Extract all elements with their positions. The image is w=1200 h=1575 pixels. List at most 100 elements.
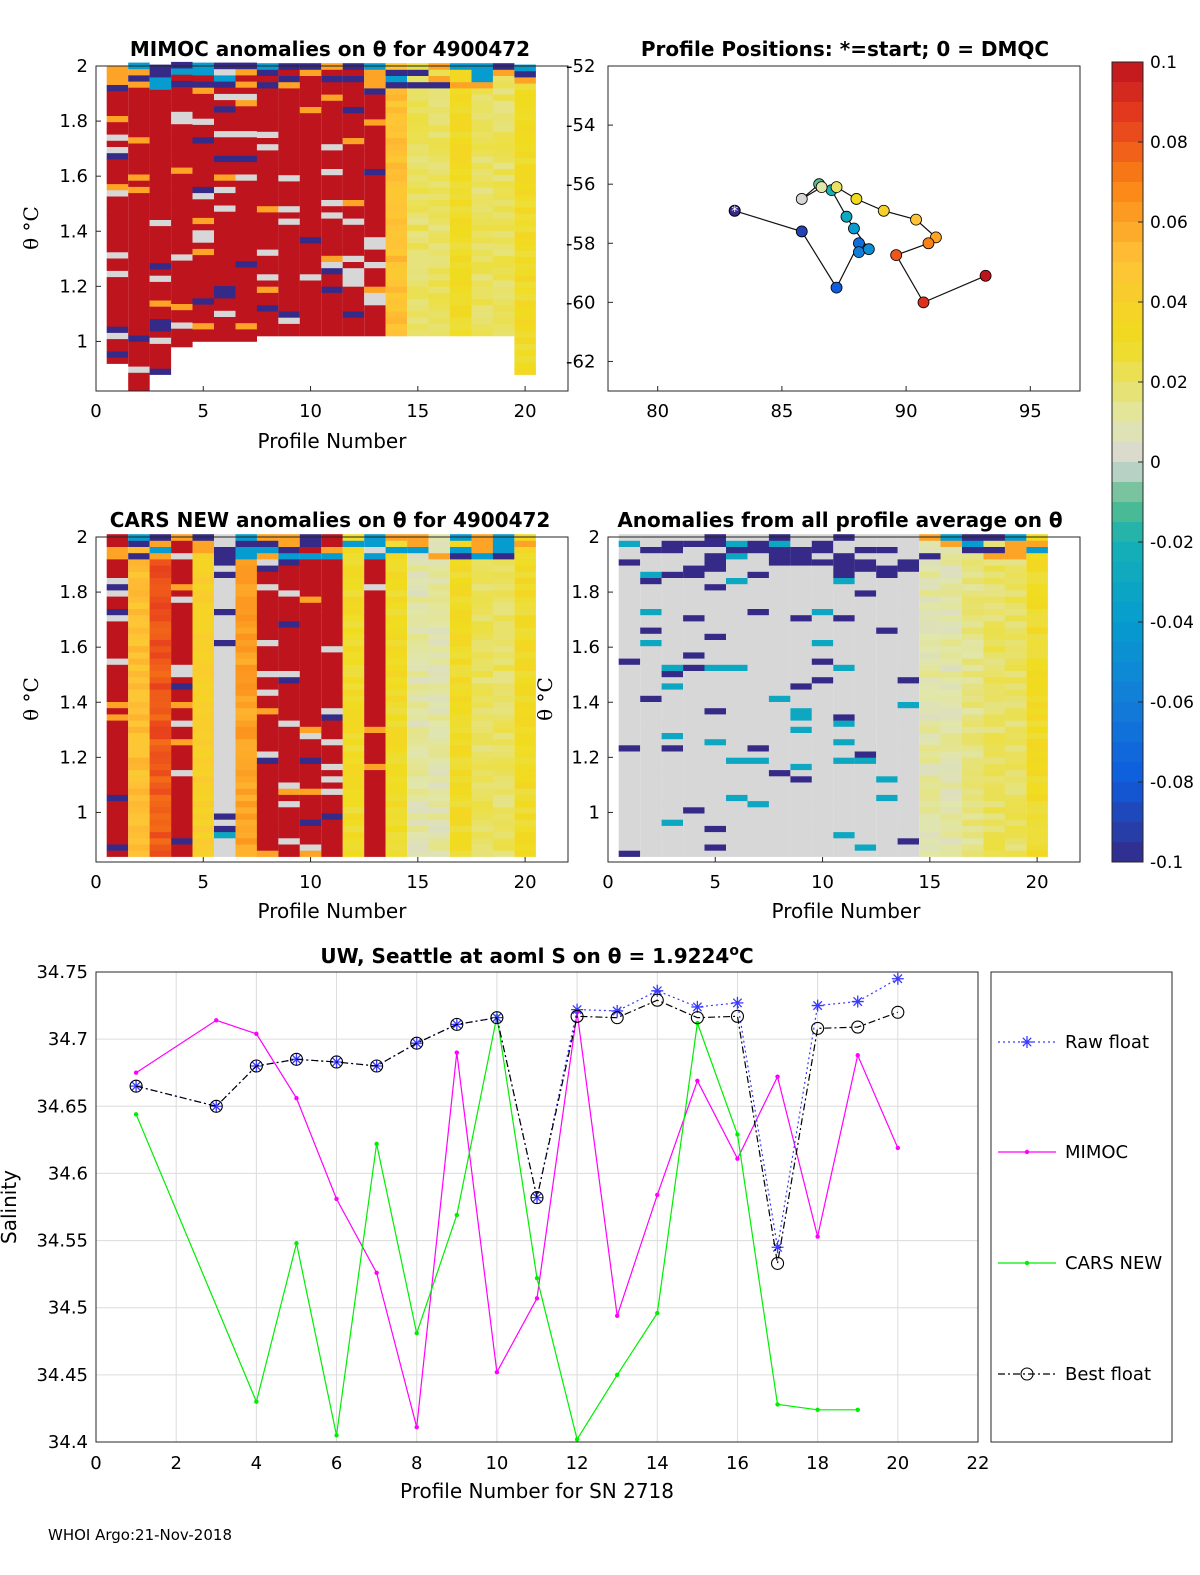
mimoc-cell bbox=[321, 106, 343, 114]
mimoc-cell bbox=[342, 174, 365, 182]
cars-cell bbox=[407, 590, 429, 597]
mimoc-cell bbox=[278, 292, 300, 300]
allavg-cell bbox=[983, 658, 1005, 665]
mimoc-cell bbox=[407, 255, 429, 262]
cars-cell bbox=[514, 583, 536, 591]
mimoc-cell bbox=[278, 286, 300, 293]
series-point-mimoc bbox=[614, 1313, 620, 1318]
allavg-cell bbox=[811, 639, 834, 647]
allavg-cell bbox=[1004, 596, 1027, 603]
cars-cell bbox=[128, 639, 150, 647]
allavg-cell bbox=[618, 621, 641, 628]
allavg-cell bbox=[704, 683, 726, 690]
mimoc-cell bbox=[278, 304, 300, 312]
cars-cell bbox=[192, 825, 214, 833]
cars-cell bbox=[128, 837, 150, 845]
allavg-cell bbox=[747, 726, 769, 733]
cars-cell bbox=[299, 788, 322, 795]
cars-cell bbox=[321, 769, 343, 777]
mimoc-cell bbox=[235, 143, 257, 150]
mimoc-cell bbox=[149, 64, 172, 72]
legend-marker-best-float bbox=[1020, 1367, 1034, 1381]
cars-cell bbox=[299, 633, 322, 640]
allavg-cell bbox=[919, 627, 941, 634]
cars-cell bbox=[514, 559, 536, 566]
allavg-cell bbox=[919, 751, 941, 758]
cars-cell bbox=[342, 695, 365, 702]
allavg-cell bbox=[919, 775, 941, 783]
cars-cell bbox=[299, 695, 322, 702]
series-point-best-float bbox=[570, 1009, 584, 1023]
allavg-cell bbox=[618, 775, 641, 783]
cars-cell bbox=[149, 627, 172, 634]
cars-cell bbox=[514, 546, 536, 554]
cars-cell bbox=[106, 639, 129, 647]
allavg-cell bbox=[683, 602, 705, 609]
cars-cell bbox=[428, 633, 450, 640]
allavg-cell bbox=[919, 720, 941, 727]
allavg-cell bbox=[640, 844, 662, 851]
allavg-cell bbox=[983, 571, 1005, 578]
allavg-cell bbox=[1026, 658, 1048, 665]
allavg-cell bbox=[1026, 627, 1048, 634]
allavg-cell bbox=[962, 732, 984, 740]
mimoc-cell bbox=[471, 298, 493, 306]
allavg-cell bbox=[704, 590, 726, 597]
mimoc-cell bbox=[192, 322, 214, 330]
allavg-cell bbox=[618, 757, 641, 764]
mimoc-cell bbox=[214, 143, 236, 150]
cars-cell bbox=[385, 639, 408, 647]
allavg-cell bbox=[919, 602, 941, 609]
cars-cell bbox=[235, 571, 257, 578]
cars-cell bbox=[192, 552, 214, 560]
mimoc-cell bbox=[149, 101, 172, 109]
mimoc-cell bbox=[106, 72, 129, 79]
allavg-cell bbox=[983, 763, 1005, 771]
cars-cell bbox=[364, 837, 386, 845]
allavg-cell bbox=[919, 559, 941, 566]
allavg-cell bbox=[640, 763, 662, 771]
colorbar-tick-label: 0.04 bbox=[1150, 293, 1188, 313]
mimoc-cell bbox=[321, 143, 343, 151]
mimoc-cell bbox=[149, 139, 172, 146]
allavg-cell bbox=[747, 602, 769, 609]
mimoc-cell bbox=[128, 366, 150, 373]
cars-cell bbox=[235, 596, 257, 603]
cars-cell bbox=[514, 701, 536, 709]
mimoc-cell bbox=[256, 224, 279, 231]
allavg-cell bbox=[768, 800, 791, 808]
salinity-xtick-label: 18 bbox=[806, 1453, 829, 1474]
cars-cell bbox=[514, 726, 536, 733]
salinity-ytick-label: 34.65 bbox=[36, 1096, 88, 1117]
allavg-cell bbox=[962, 788, 984, 795]
allavg-cell bbox=[940, 695, 962, 702]
cars-cell bbox=[278, 800, 300, 808]
allavg-cell bbox=[726, 751, 748, 758]
mimoc-cell bbox=[321, 193, 343, 200]
cars-cell bbox=[514, 614, 536, 622]
allavg-cell bbox=[790, 676, 812, 684]
allavg-cell bbox=[1026, 813, 1048, 820]
cars-cell bbox=[299, 837, 322, 845]
mimoc-cell bbox=[407, 218, 429, 225]
allavg-cell bbox=[919, 571, 941, 578]
mimoc-cell bbox=[128, 161, 150, 169]
mimoc-cell bbox=[278, 329, 300, 337]
allavg-cell bbox=[747, 744, 769, 752]
mimoc-cell bbox=[214, 192, 236, 200]
cars-cell bbox=[364, 590, 386, 597]
mimoc-cell bbox=[385, 280, 408, 287]
colorbar-cell bbox=[1112, 302, 1143, 323]
allavg-cell bbox=[1026, 825, 1048, 833]
mimoc-cell bbox=[235, 316, 257, 324]
mimoc-cell bbox=[299, 205, 322, 213]
allavg-cell bbox=[1026, 565, 1048, 572]
cars-cell bbox=[171, 614, 193, 622]
mimoc-cell bbox=[192, 130, 214, 138]
cars-cell bbox=[514, 596, 536, 603]
cars-cell bbox=[385, 825, 408, 833]
allavg-cell bbox=[940, 627, 962, 634]
allavg-cell bbox=[661, 837, 684, 845]
mimoc-cell bbox=[256, 304, 279, 312]
mimoc-cell bbox=[514, 293, 536, 301]
